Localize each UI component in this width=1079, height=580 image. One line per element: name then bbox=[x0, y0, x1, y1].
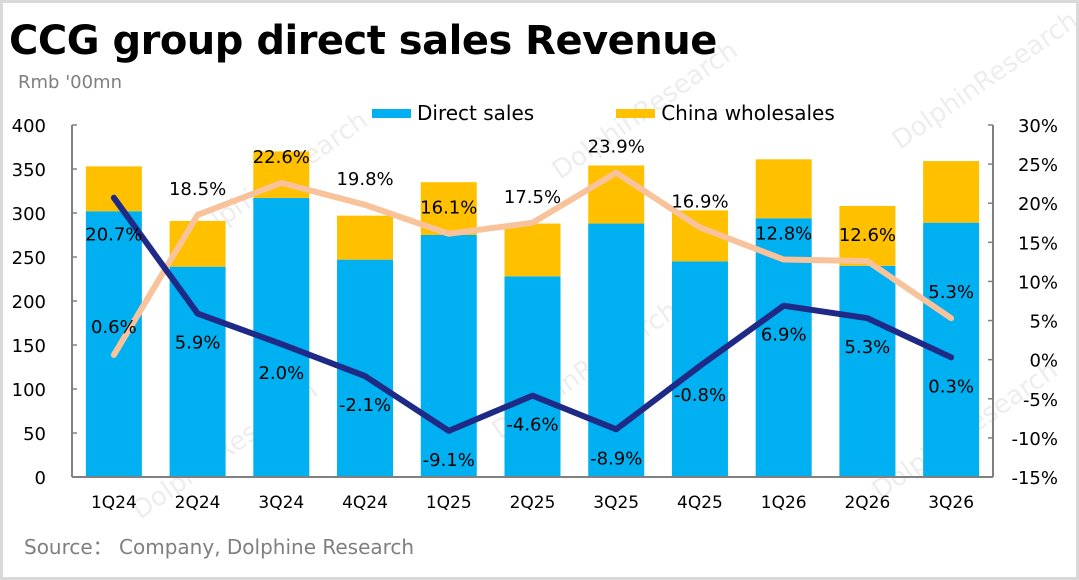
y2-tick-label: -15% bbox=[1011, 468, 1058, 489]
data-label-peach: 0.6% bbox=[91, 317, 137, 338]
data-label-navy: 5.3% bbox=[845, 337, 891, 358]
data-label-peach: 19.8% bbox=[336, 169, 393, 190]
data-labels-layer: 0.6% 18.5% 22.6% 19.8% 16.1% 17.5% 23.9% 16.9% 1… bbox=[85, 137, 974, 471]
y-tick-label: 50 bbox=[23, 424, 46, 445]
data-label-peach: 16.1% bbox=[420, 198, 477, 219]
x-tick-label: 2Q25 bbox=[510, 493, 556, 513]
bars-layer bbox=[85, 151, 980, 478]
data-label-navy: -8.9% bbox=[590, 448, 642, 469]
legend-swatch-direct-sales bbox=[372, 108, 411, 118]
bar-direct-sales bbox=[85, 211, 142, 478]
x-tick-label: 4Q25 bbox=[677, 493, 723, 513]
x-tick-label: 3Q25 bbox=[593, 493, 639, 513]
x-tick-label: 1Q25 bbox=[426, 493, 472, 513]
y2-tick-label: 20% bbox=[1018, 194, 1058, 215]
y-tick-label: 300 bbox=[12, 204, 46, 225]
source-note: Source： Company, Dolphine Research bbox=[24, 535, 415, 559]
data-label-navy: -9.1% bbox=[423, 450, 475, 471]
data-label-peach: 17.5% bbox=[504, 187, 561, 208]
data-label-peach: 16.9% bbox=[671, 191, 728, 212]
legend-item-china-wholesales: China wholesales bbox=[616, 101, 835, 125]
y2-tick-label: 5% bbox=[1029, 312, 1058, 333]
data-label-peach: 23.9% bbox=[588, 137, 645, 158]
legend-item-direct-sales: Direct sales bbox=[372, 101, 534, 125]
bar-direct-sales bbox=[839, 265, 896, 477]
y2-tick-label: 15% bbox=[1018, 233, 1058, 254]
x-tick-label: 2Q24 bbox=[175, 493, 221, 513]
bar-china-wholesales bbox=[85, 166, 142, 212]
data-label-navy: 6.9% bbox=[761, 325, 807, 346]
data-label-peach: 5.3% bbox=[928, 282, 974, 303]
data-label-navy: -0.8% bbox=[674, 385, 726, 406]
data-label-navy: 2.0% bbox=[258, 363, 304, 384]
y-tick-label: 250 bbox=[12, 248, 46, 269]
y2-tick-label: 10% bbox=[1018, 272, 1058, 293]
chart-title: CCG group direct sales Revenue bbox=[9, 18, 717, 64]
bar-china-wholesales bbox=[337, 215, 394, 260]
y-tick-label: 150 bbox=[12, 336, 46, 357]
data-label-navy: -2.1% bbox=[339, 395, 391, 416]
data-label-peach: 22.6% bbox=[253, 147, 310, 168]
y-tick-label: 100 bbox=[12, 380, 46, 401]
data-label-navy: -4.6% bbox=[506, 415, 558, 436]
x-tick-label: 3Q26 bbox=[928, 493, 974, 513]
data-label-peach: 18.5% bbox=[169, 179, 226, 200]
bar-china-wholesales bbox=[504, 223, 561, 277]
data-label-peach: 12.8% bbox=[755, 224, 812, 245]
x-tick-label: 1Q26 bbox=[761, 493, 807, 513]
x-tick-label: 1Q24 bbox=[91, 493, 137, 513]
y-tick-label: 0 bbox=[35, 468, 46, 489]
legend: Direct sales China wholesales bbox=[372, 101, 917, 125]
y-tick-label: 350 bbox=[12, 160, 46, 181]
legend-swatch-china-wholesales bbox=[616, 108, 656, 118]
x-tick-label: 3Q24 bbox=[258, 493, 304, 513]
legend-label-direct-sales: Direct sales bbox=[417, 101, 535, 125]
legend-label-china-wholesales: China wholesales bbox=[661, 101, 835, 125]
series-line-line-peach bbox=[110, 169, 955, 358]
bar-direct-sales bbox=[504, 276, 561, 477]
lines-layer bbox=[110, 169, 955, 434]
data-label-peach: 12.6% bbox=[839, 225, 896, 246]
bar-china-wholesales bbox=[923, 161, 980, 223]
bar-direct-sales bbox=[588, 223, 645, 477]
y2-tick-label: -10% bbox=[1011, 429, 1058, 450]
bar-direct-sales bbox=[420, 235, 477, 477]
series-line-line-navy bbox=[110, 194, 955, 434]
bar-direct-sales bbox=[169, 266, 226, 477]
y-tick-label: 200 bbox=[12, 292, 46, 313]
x-tick-label: 2Q26 bbox=[844, 493, 890, 513]
data-label-navy: 5.9% bbox=[175, 333, 221, 354]
unit-label: Rmb '00mn bbox=[18, 72, 122, 93]
bar-china-wholesales bbox=[839, 205, 896, 266]
y2-tick-label: 30% bbox=[1018, 116, 1058, 137]
data-label-navy: 0.3% bbox=[928, 376, 974, 397]
y2-tick-label: 25% bbox=[1018, 155, 1058, 176]
axes-layer: 0 50 100 150 200 250 300 350 400 -15% -10% -5% 0% 5% 1… bbox=[12, 116, 1058, 513]
x-tick-label: 4Q24 bbox=[342, 493, 388, 513]
bar-china-wholesales bbox=[755, 159, 812, 219]
y2-tick-label: -5% bbox=[1023, 390, 1058, 411]
y-tick-label: 400 bbox=[12, 116, 46, 137]
y2-tick-label: 0% bbox=[1029, 351, 1058, 372]
data-label-navy: 20.7% bbox=[85, 225, 142, 246]
